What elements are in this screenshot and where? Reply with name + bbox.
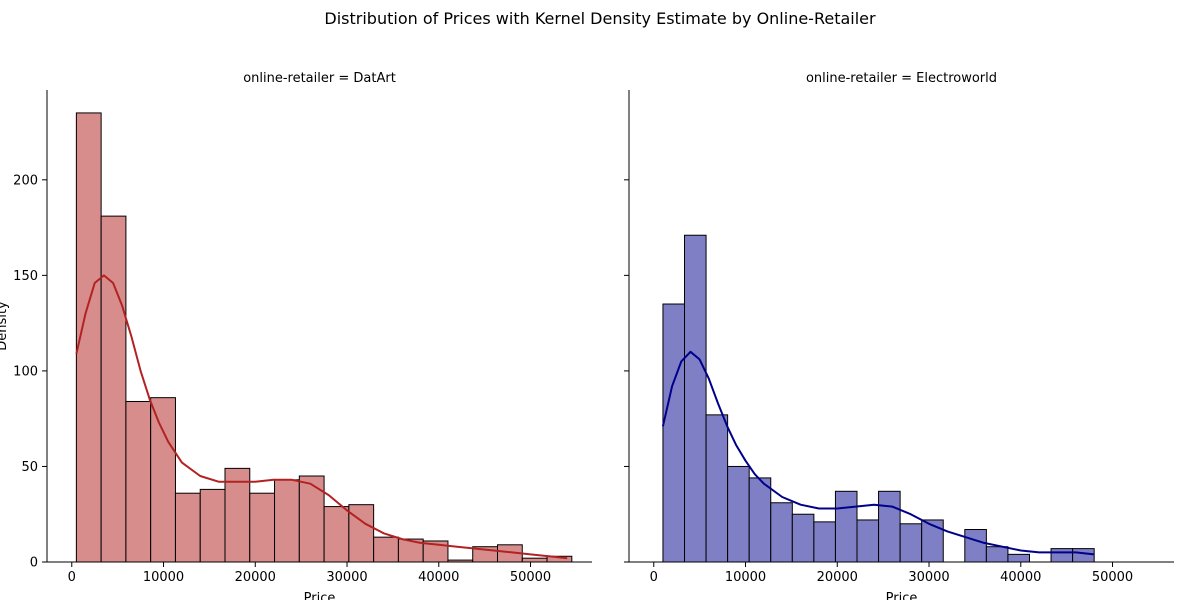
- histogram-bar: [899, 523, 923, 563]
- histogram-bar: [1072, 548, 1095, 563]
- x-tick-label: 40000: [1000, 570, 1041, 585]
- histogram-bar: [323, 506, 350, 563]
- histogram-bar: [150, 397, 176, 563]
- histogram-bar: [373, 536, 399, 563]
- x-tick-label: 10000: [725, 570, 766, 585]
- histogram-bar: [705, 414, 729, 563]
- histogram-bar: [174, 492, 201, 563]
- y-tick-label: 50: [21, 460, 38, 475]
- x-tick-label: 30000: [908, 570, 949, 585]
- x-tick-label: 50000: [1092, 570, 1133, 585]
- x-tick-label: 0: [650, 570, 658, 585]
- x-tick-label: 50000: [510, 570, 551, 585]
- x-axis-label: Price: [886, 591, 918, 600]
- panel-title: online-retailer = DatArt: [243, 71, 396, 86]
- y-tick-label: 200: [13, 173, 38, 188]
- histogram-bar: [249, 492, 276, 563]
- y-axis-label: Density: [0, 301, 10, 351]
- histogram-bar: [770, 502, 793, 563]
- x-tick-label: 20000: [235, 570, 276, 585]
- x-tick-label: 10000: [143, 570, 184, 585]
- histogram-bar: [100, 215, 127, 563]
- x-tick-label: 40000: [418, 570, 459, 585]
- panel-datart: 0 10000 20000 30000 40000 50000 0 50 100 150 200 on…: [0, 71, 592, 600]
- histogram-bar: [878, 490, 901, 563]
- histogram-bar: [856, 519, 880, 563]
- x-tick-label: 30000: [326, 570, 367, 585]
- histogram-bar: [727, 465, 750, 563]
- kde-line: [661, 350, 1095, 556]
- histogram-bar: [985, 546, 1009, 563]
- histogram-bar: [274, 479, 300, 563]
- histogram-bar: [199, 488, 226, 563]
- x-tick-label: 0: [68, 570, 76, 585]
- histogram-bar: [521, 557, 548, 563]
- histogram-bar: [1007, 553, 1030, 563]
- histogram-bar: [662, 303, 686, 563]
- kde-line: [75, 274, 568, 560]
- figure-title: Distribution of Prices with Kernel Densi…: [324, 9, 876, 28]
- histogram-bar: [834, 490, 858, 563]
- y-tick-label: 0: [30, 556, 38, 571]
- histogram-bar: [684, 234, 707, 563]
- x-tick-label: 20000: [817, 570, 858, 585]
- y-tick-label: 150: [13, 269, 38, 284]
- histogram-bar: [964, 529, 987, 563]
- panel-title: online-retailer = Electroworld: [806, 71, 997, 86]
- histogram-bar: [748, 477, 772, 563]
- histogram-bar: [813, 521, 836, 563]
- histogram-bar: [791, 513, 815, 563]
- x-axis-label: Price: [304, 591, 336, 600]
- histogram-bar: [1050, 548, 1074, 563]
- histogram-bar: [125, 400, 152, 563]
- panel-electroworld: 0 10000 20000 30000 40000 50000 online-retaile…: [624, 71, 1174, 600]
- y-tick-label: 100: [13, 364, 38, 379]
